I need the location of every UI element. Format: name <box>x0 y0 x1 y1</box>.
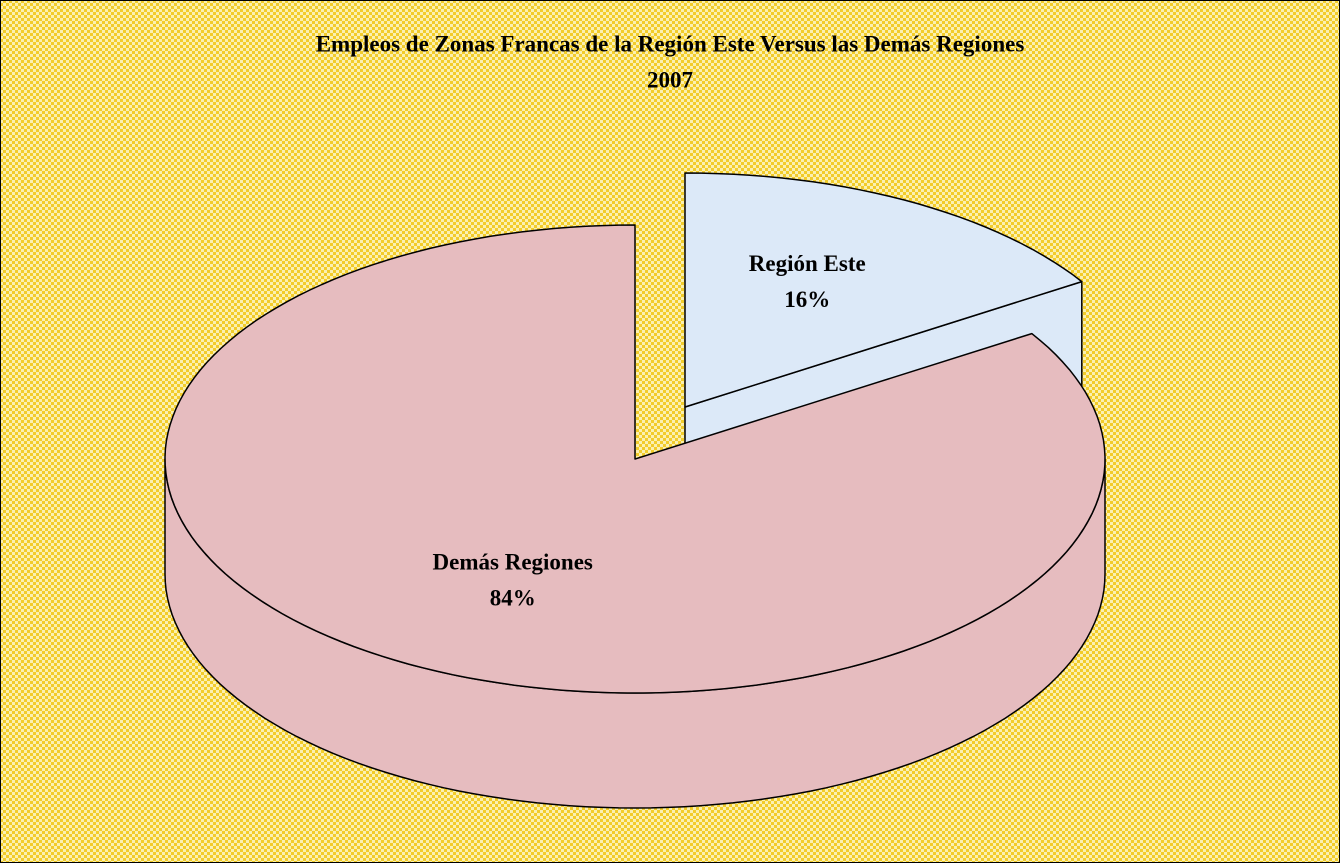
slice <box>684 172 1083 408</box>
chart-subtitle: 2007 <box>647 67 693 92</box>
slice-label: Demás Regiones <box>433 549 593 574</box>
slice-value-label: 84% <box>490 585 536 610</box>
chart-title: Empleos de Zonas Francas de la Región Es… <box>316 31 1025 56</box>
slice <box>164 224 1106 694</box>
slice-label: Región Este <box>749 251 866 276</box>
slice-value-label: 16% <box>784 287 830 312</box>
